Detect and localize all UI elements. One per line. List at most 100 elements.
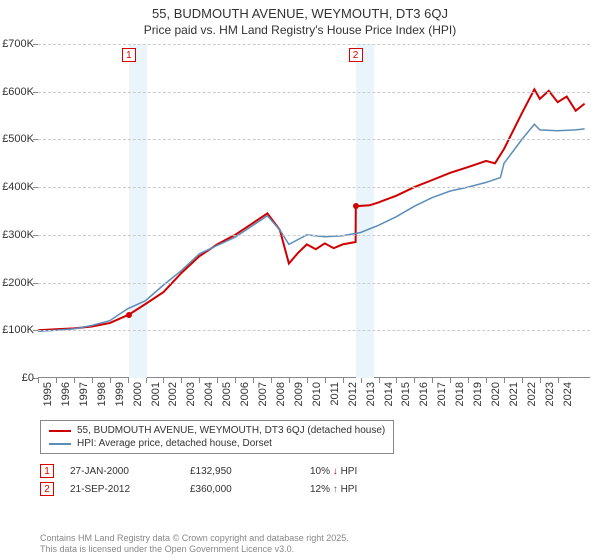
x-axis-label: 2003 [185,382,197,406]
x-tick [361,378,362,383]
gridline [38,187,590,188]
gridline [38,283,590,284]
x-tick [289,378,290,383]
x-tick [432,378,433,383]
annotation-date: 21-SEP-2012 [70,484,190,495]
x-tick [325,378,326,383]
y-axis-label: £300K [2,229,34,241]
x-tick [163,378,164,383]
gridline [38,330,590,331]
x-tick [271,378,272,383]
chart-container: 55, BUDMOUTH AVENUE, WEYMOUTH, DT3 6QJ P… [0,0,600,560]
x-tick [92,378,93,383]
attribution: Contains HM Land Registry data © Crown c… [40,533,349,556]
attribution-line2: This data is licensed under the Open Gov… [40,544,349,556]
x-tick [128,378,129,383]
x-axis-label: 1999 [114,382,126,406]
annotation-table: 127-JAN-2000£132,95010% ↓ HPI221-SEP-201… [40,462,430,498]
x-tick [522,378,523,383]
x-tick [181,378,182,383]
legend-swatch [49,443,71,445]
x-tick [110,378,111,383]
arrow-icon: ↓ [333,466,338,477]
x-axis-label: 2009 [293,382,305,406]
x-axis-label: 2013 [365,382,377,406]
x-axis-label: 2020 [490,382,502,406]
annotation-diff: 12% ↑ HPI [310,484,430,495]
x-tick [379,378,380,383]
x-tick [414,378,415,383]
y-axis-label: £500K [2,133,34,145]
x-tick [486,378,487,383]
x-axis-label: 2012 [347,382,359,406]
x-tick [558,378,559,383]
chart-title: 55, BUDMOUTH AVENUE, WEYMOUTH, DT3 6QJ [0,0,600,21]
x-tick [38,378,39,383]
x-axis-label: 2024 [562,382,574,406]
transaction-dot [353,203,359,209]
x-tick [540,378,541,383]
gridline [38,92,590,93]
transaction-dot [126,312,132,318]
x-tick [396,378,397,383]
x-tick [253,378,254,383]
x-axis-label: 2000 [132,382,144,406]
transaction-marker: 2 [349,48,363,62]
x-axis-label: 2010 [311,382,323,406]
arrow-icon: ↑ [333,484,338,495]
x-axis-label: 2018 [454,382,466,406]
x-axis-label: 2014 [383,382,395,406]
annotation-marker: 2 [40,482,54,496]
x-axis-label: 2021 [508,382,520,406]
x-axis-label: 2008 [275,382,287,406]
y-axis-label: £200K [2,277,34,289]
x-tick [343,378,344,383]
x-axis-label: 2017 [436,382,448,406]
legend-item: HPI: Average price, detached house, Dors… [49,437,385,450]
x-axis-label: 2023 [544,382,556,406]
y-axis-label: £400K [2,181,34,193]
annotation-price: £360,000 [190,484,310,495]
x-tick [56,378,57,383]
x-tick [199,378,200,383]
x-axis-label: 1995 [42,382,54,406]
chart-area: 12 £0£100K£200K£300K£400K£500K£600K£700K… [10,44,590,410]
x-tick [235,378,236,383]
x-axis-label: 2019 [472,382,484,406]
annotation-marker: 1 [40,464,54,478]
attribution-line1: Contains HM Land Registry data © Crown c… [40,533,349,545]
y-axis-label: £600K [2,86,34,98]
x-tick [450,378,451,383]
legend-label: HPI: Average price, detached house, Dors… [77,438,272,449]
series-hpi [38,124,585,331]
gridline [38,44,590,45]
legend-item: 55, BUDMOUTH AVENUE, WEYMOUTH, DT3 6QJ (… [49,424,385,437]
y-axis-label: £0 [22,372,34,384]
y-axis-label: £100K [2,324,34,336]
series-property [38,89,585,330]
legend: 55, BUDMOUTH AVENUE, WEYMOUTH, DT3 6QJ (… [40,420,394,454]
x-tick [146,378,147,383]
x-axis-label: 2001 [150,382,162,406]
x-axis-label: 2005 [221,382,233,406]
legend-label: 55, BUDMOUTH AVENUE, WEYMOUTH, DT3 6QJ (… [77,425,385,436]
x-tick [307,378,308,383]
annotation-date: 27-JAN-2000 [70,466,190,477]
chart-subtitle: Price paid vs. HM Land Registry's House … [0,21,600,37]
x-axis-label: 2015 [400,382,412,406]
x-tick [74,378,75,383]
x-axis-label: 2022 [526,382,538,406]
x-axis-label: 2016 [418,382,430,406]
annotation-price: £132,950 [190,466,310,477]
legend-swatch [49,430,71,432]
y-axis-label: £700K [2,38,34,50]
plot-region: 12 [38,44,590,378]
x-axis-label: 2006 [239,382,251,406]
gridline [38,139,590,140]
x-axis-label: 2007 [257,382,269,406]
x-axis-label: 1996 [60,382,72,406]
gridline [38,235,590,236]
x-axis-label: 2011 [329,382,341,406]
x-tick [217,378,218,383]
annotation-row: 127-JAN-2000£132,95010% ↓ HPI [40,462,430,480]
